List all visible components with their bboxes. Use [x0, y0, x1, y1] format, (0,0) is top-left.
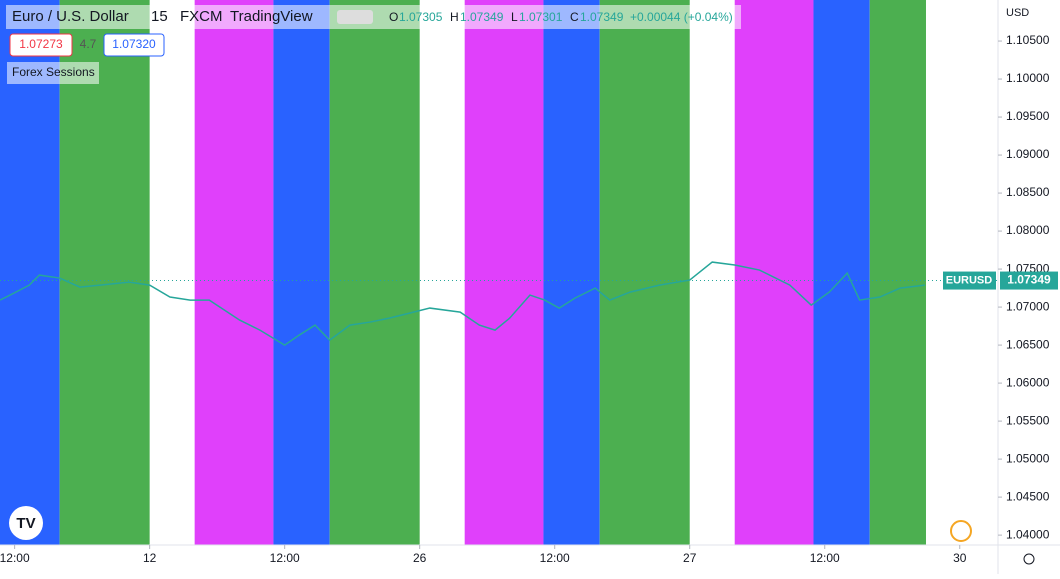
price-tag-label: 1.07349	[1007, 273, 1051, 287]
x-tick-label: 12:00	[270, 551, 300, 565]
session-band	[329, 0, 420, 545]
x-tick-label: 12:00	[810, 551, 840, 565]
price-line	[0, 261, 925, 346]
session-band	[0, 0, 60, 545]
change: +0.00044 (+0.04%)	[630, 10, 733, 24]
x-tick-label: 30	[953, 551, 967, 565]
y-tick-label: 1.05500	[1006, 413, 1050, 427]
indicator: Forex Sessions	[12, 65, 95, 79]
indicator-bg	[7, 62, 99, 84]
spread: 4.7	[80, 37, 97, 51]
h-value: 1.07349	[460, 10, 504, 24]
session-band	[194, 0, 274, 545]
y-tick-label: 1.09000	[1006, 147, 1050, 161]
session-band	[599, 0, 690, 545]
x-tick-label: 12	[143, 551, 157, 565]
session-band	[464, 0, 544, 545]
session-band	[869, 0, 926, 545]
price-tag	[1000, 271, 1058, 290]
y-tick-label: 1.09500	[1006, 109, 1050, 123]
l-value: 1.07301	[519, 10, 563, 24]
ask-button[interactable]	[103, 33, 165, 57]
x-tick-label: 12:00	[540, 551, 570, 565]
session-band	[734, 0, 814, 545]
y-tick-label: 1.04000	[1006, 527, 1050, 541]
y-tick-label: 1.10500	[1006, 33, 1050, 47]
bid-button[interactable]	[9, 33, 73, 57]
interval: 15	[151, 8, 168, 25]
y-tick-label: 1.10000	[1006, 71, 1050, 85]
y-tick-label: 1.06000	[1006, 375, 1050, 389]
h-label: H	[450, 10, 459, 24]
o-value: 1.07305	[399, 10, 443, 24]
logo-mark: TV	[16, 515, 35, 532]
c-value: 1.07349	[580, 10, 624, 24]
currency: USD	[1006, 7, 1029, 19]
session-band	[273, 0, 330, 545]
y-tick-label: 1.08500	[1006, 185, 1050, 199]
logo[interactable]	[9, 506, 43, 540]
x-tick-label: 12:00	[0, 551, 30, 565]
y-tick-label: 1.05000	[1006, 451, 1050, 465]
y-tick-label: 1.06500	[1006, 337, 1050, 351]
l-label: L	[511, 10, 518, 24]
sessions	[0, 0, 926, 545]
flag-icon[interactable]	[950, 520, 972, 542]
o-label: O	[389, 10, 398, 24]
x-tick-label: 27	[683, 551, 697, 565]
session-band	[59, 0, 150, 545]
ticker-tag	[943, 271, 996, 290]
y-tick-label: 1.07000	[1006, 299, 1050, 313]
y-tick-label: 1.04500	[1006, 489, 1050, 503]
session-band	[543, 0, 600, 545]
header: Euro / U.S. Dollar 15 FXCM TradingView O…	[6, 5, 741, 84]
settings-icon[interactable]	[1023, 553, 1035, 565]
icon[interactable]	[337, 10, 373, 24]
ticker: EURUSD	[946, 274, 993, 286]
brand: TradingView	[230, 8, 313, 25]
header-bg	[6, 5, 741, 29]
plot	[0, 261, 925, 346]
exchange: FXCM	[180, 8, 223, 25]
c-label: C	[570, 10, 579, 24]
symbol: Euro / U.S. Dollar	[12, 8, 129, 25]
x-tick-label: 26	[413, 551, 427, 565]
session-band	[813, 0, 870, 545]
y-tick-label: 1.08000	[1006, 223, 1050, 237]
bid[interactable]: 1.07273	[19, 37, 63, 51]
ask[interactable]: 1.07320	[112, 37, 156, 51]
